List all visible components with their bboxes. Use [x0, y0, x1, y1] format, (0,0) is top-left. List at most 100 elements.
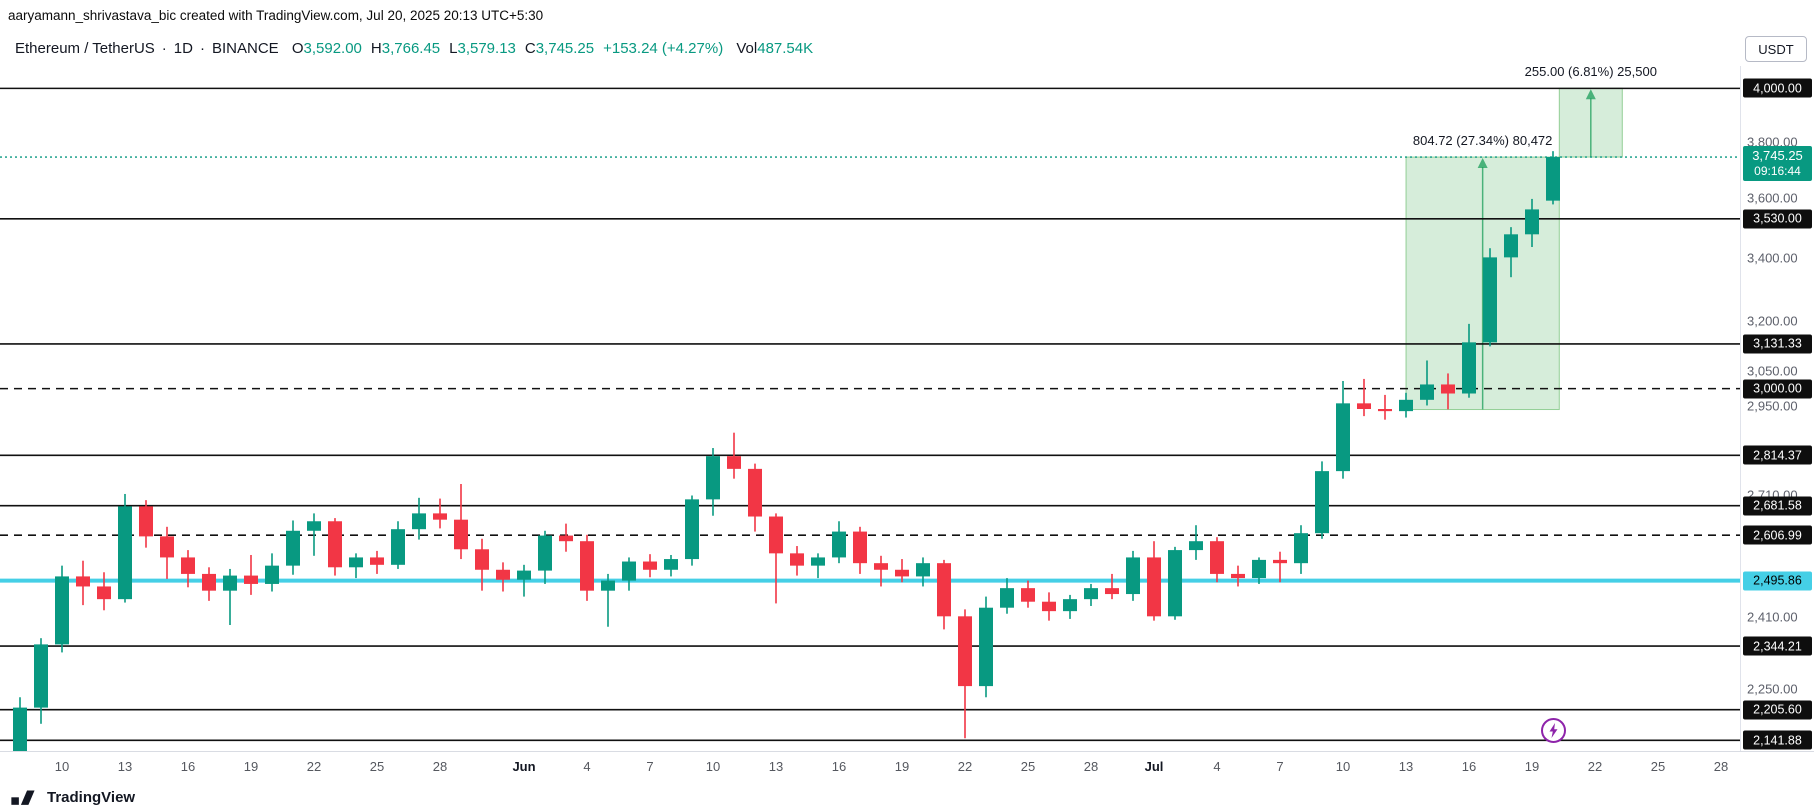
candle-body	[286, 530, 300, 566]
current-price-value: 3,745.25	[1752, 148, 1803, 164]
time-axis-label: Jul	[1144, 759, 1164, 774]
time-axis-label: 22	[1587, 759, 1603, 774]
price-tick-label: 2,250.00	[1747, 681, 1798, 697]
candle-body	[1399, 399, 1413, 412]
interval-label[interactable]: 1D	[173, 40, 193, 57]
candle-body	[328, 521, 342, 568]
time-axis-label: 25	[1020, 759, 1036, 774]
candle-body	[244, 575, 258, 584]
candle-body	[538, 535, 552, 571]
exchange-label: BINANCE	[211, 40, 279, 57]
candle-body	[979, 607, 993, 687]
price-tick-label: 2,410.00	[1747, 609, 1798, 625]
price-axis[interactable]: 2,250.002,410.002,710.002,820.002,950.00…	[1740, 66, 1814, 751]
open-label: O	[291, 40, 304, 57]
close-label: C	[524, 40, 536, 57]
candle-body	[874, 563, 888, 570]
symbol-title[interactable]: Ethereum / TetherUS	[15, 40, 155, 57]
candle-body	[1273, 559, 1287, 564]
candle-body	[454, 519, 468, 550]
candle-body	[34, 644, 48, 708]
open-value: 3,592.00	[303, 40, 362, 57]
price-level-badge: 2,205.60	[1743, 700, 1812, 720]
current-price-badge: 3,745.25 09:16:44	[1743, 146, 1812, 182]
time-axis-label: 4	[1213, 759, 1221, 774]
candle-body	[97, 586, 111, 600]
candle-body	[1147, 557, 1161, 617]
volume-value: 487.54K	[757, 40, 814, 57]
time-axis-label: 19	[1524, 759, 1540, 774]
candle-body	[1483, 257, 1497, 343]
tradingview-logo[interactable]	[10, 789, 40, 807]
candle-body	[181, 557, 195, 574]
price-level-badge: 2,681.58	[1743, 496, 1812, 516]
candle-body	[937, 563, 951, 617]
volume-label: Vol	[736, 40, 758, 57]
separator-dot: ·	[199, 40, 205, 57]
attribution-text: aaryamann_shrivastava_bic created with T…	[8, 8, 544, 23]
footer-bar: TradingView	[0, 785, 1814, 810]
candle-body	[475, 549, 489, 570]
chart-pane[interactable]	[0, 0, 1740, 751]
price-tick-label: 3,400.00	[1747, 250, 1798, 266]
time-axis-label: 25	[369, 759, 385, 774]
candle-body	[748, 468, 762, 517]
candle-body	[958, 616, 972, 687]
high-value: 3,766.45	[381, 40, 441, 57]
candle-body	[1231, 573, 1245, 579]
currency-button[interactable]: USDT	[1745, 36, 1807, 62]
candle-body	[496, 569, 510, 580]
high-label: H	[370, 40, 382, 57]
time-axis-label: 13	[768, 759, 784, 774]
candle-body	[853, 531, 867, 564]
candle-body	[601, 580, 615, 591]
candle-body	[1357, 403, 1371, 409]
candle-body	[1420, 384, 1434, 400]
price-level-badge: 3,530.00	[1743, 209, 1812, 229]
price-level-badge: 2,606.99	[1743, 525, 1812, 545]
time-axis-label: 22	[957, 759, 973, 774]
price-level-badge: 2,344.21	[1743, 636, 1812, 656]
candle-body	[370, 557, 384, 565]
candle-body	[727, 456, 741, 469]
candle-body	[1315, 471, 1329, 534]
candle-body	[580, 541, 594, 591]
brand-name[interactable]: TradingView	[47, 789, 136, 806]
time-axis-label: 25	[1650, 759, 1666, 774]
candle-body	[1441, 384, 1455, 394]
candle-close-countdown: 09:16:44	[1754, 164, 1801, 179]
candle-body	[1546, 157, 1560, 201]
time-axis-label: 28	[432, 759, 448, 774]
candle-body	[1105, 588, 1119, 595]
candle-body	[76, 576, 90, 587]
price-level-badge: 2,495.86	[1743, 571, 1812, 591]
candle-body	[1462, 342, 1476, 394]
candle-body	[202, 573, 216, 591]
candle-body	[559, 535, 573, 542]
price-tick-label: 3,050.00	[1747, 363, 1798, 379]
candle-body	[1210, 541, 1224, 574]
price-level-badge: 2,814.37	[1743, 445, 1812, 465]
time-axis-label: 16	[180, 759, 196, 774]
price-range-arrowhead	[1477, 158, 1488, 169]
candle-body	[118, 506, 132, 600]
change-value: +153.24 (+4.27%)	[603, 40, 724, 57]
price-tick-label: 3,800.00	[1747, 134, 1798, 150]
candle-body	[664, 559, 678, 570]
time-axis[interactable]: 10 13 16 19 22 25 28 Jun 4 7 10 13 16 19 22 25 28 Jul 4 7 10…	[0, 751, 1814, 785]
time-axis-label: 7	[1276, 759, 1284, 774]
candle-body	[1252, 559, 1266, 579]
candle-body	[412, 513, 426, 530]
time-axis-label: 10	[54, 759, 70, 774]
candle-body	[1021, 588, 1035, 602]
candle-body	[706, 456, 720, 500]
candle-body	[1336, 403, 1350, 472]
candle-body	[433, 513, 447, 520]
candle-body	[349, 557, 363, 568]
candle-body	[1084, 588, 1098, 600]
candle-body	[811, 557, 825, 566]
candle-body	[1378, 408, 1392, 412]
candle-body	[643, 561, 657, 570]
lightning-event-icon[interactable]	[1540, 717, 1567, 744]
